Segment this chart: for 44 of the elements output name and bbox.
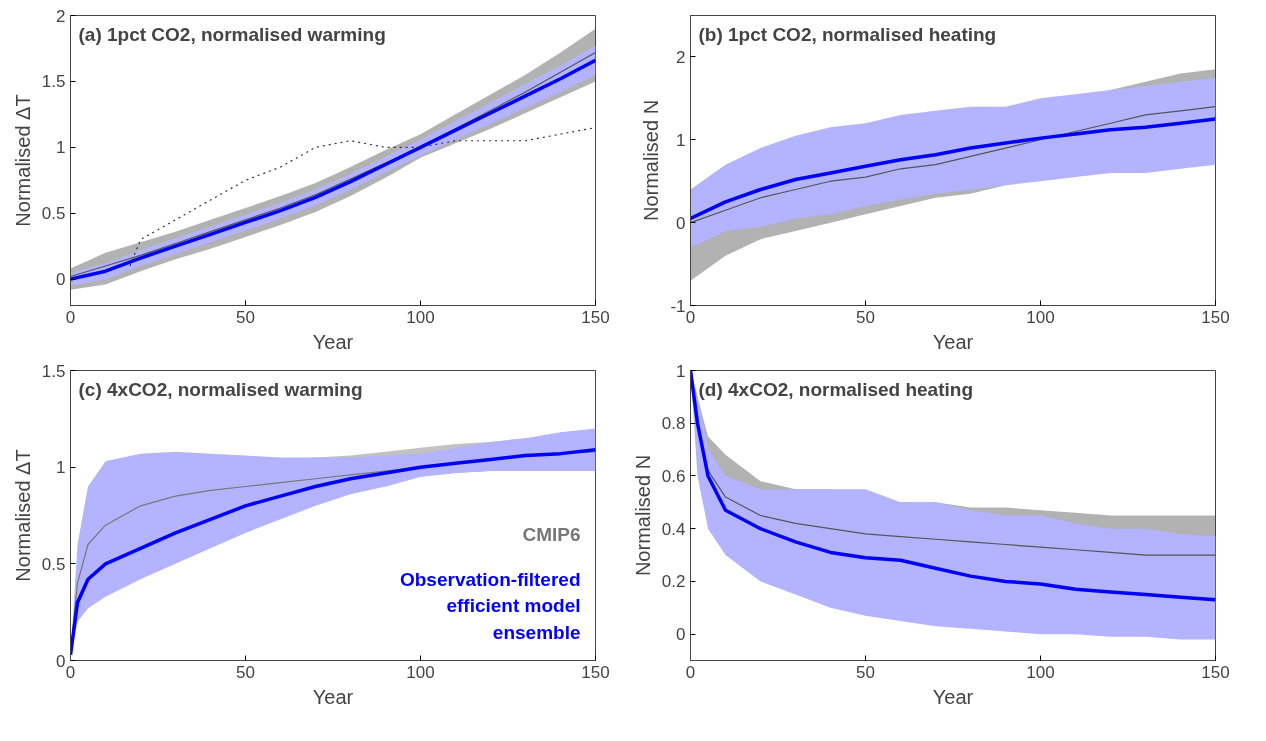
y-tick-label: 2 bbox=[56, 6, 66, 26]
x-tick-label: 150 bbox=[581, 307, 610, 327]
y-tick-label: 1 bbox=[676, 361, 686, 381]
x-axis-title: Year bbox=[312, 685, 354, 708]
y-tick-label: 1 bbox=[676, 130, 686, 150]
y-axis-title: Normalised N bbox=[631, 454, 654, 577]
chart-title: (d) 4xCO2, normalised heating bbox=[698, 378, 973, 400]
text: CMIP6 bbox=[522, 523, 581, 545]
x-tick-label: 100 bbox=[1026, 662, 1055, 682]
chart-title: (b) 1pct CO2, normalised heating bbox=[698, 23, 997, 45]
x-tick-label: 50 bbox=[856, 662, 875, 682]
x-tick-label: 150 bbox=[1201, 662, 1230, 682]
x-axis-title: Year bbox=[312, 330, 354, 353]
x-tick-label: 50 bbox=[236, 662, 255, 682]
chart-title: (c) 4xCO2, normalised warming bbox=[78, 378, 363, 400]
y-tick-label: 2 bbox=[676, 47, 686, 67]
text: Observation-filtered efficient model ensemble bbox=[399, 569, 581, 643]
y-tick-label: 0.8 bbox=[661, 414, 686, 434]
y-tick-label: 1 bbox=[56, 138, 66, 158]
y-tick-label: 0 bbox=[676, 625, 686, 645]
y-tick-label: 1 bbox=[56, 458, 66, 478]
y-axis-title: Normalised ΔT bbox=[11, 94, 34, 227]
y-tick-label: 0 bbox=[676, 213, 686, 233]
y-tick-label: 0.2 bbox=[661, 572, 686, 592]
x-tick-label: 100 bbox=[406, 307, 435, 327]
y-tick-label: 1.5 bbox=[41, 361, 66, 381]
y-tick-label: 0.6 bbox=[661, 466, 686, 486]
x-tick-label: 150 bbox=[1201, 307, 1230, 327]
x-tick-label: 100 bbox=[406, 662, 435, 682]
x-axis-title: Year bbox=[932, 330, 974, 353]
y-tick-label: 1.5 bbox=[41, 72, 66, 92]
x-axis-title: Year bbox=[932, 685, 974, 708]
y-axis-title: Normalised N bbox=[640, 99, 663, 222]
chart-title: (a) 1pct CO2, normalised warming bbox=[78, 23, 386, 45]
y-tick-label: 0 bbox=[56, 270, 66, 290]
x-tick-label: 100 bbox=[1026, 307, 1055, 327]
x-tick-label: 50 bbox=[856, 307, 875, 327]
x-tick-label: 150 bbox=[581, 662, 610, 682]
y-tick-label: 0.5 bbox=[41, 204, 66, 224]
x-tick-label: 50 bbox=[236, 307, 255, 327]
y-tick-label: 0.5 bbox=[41, 554, 66, 574]
y-axis-title: Normalised ΔT bbox=[11, 449, 34, 582]
y-tick-label: -1 bbox=[670, 296, 686, 316]
y-tick-label: 0.4 bbox=[661, 519, 686, 539]
